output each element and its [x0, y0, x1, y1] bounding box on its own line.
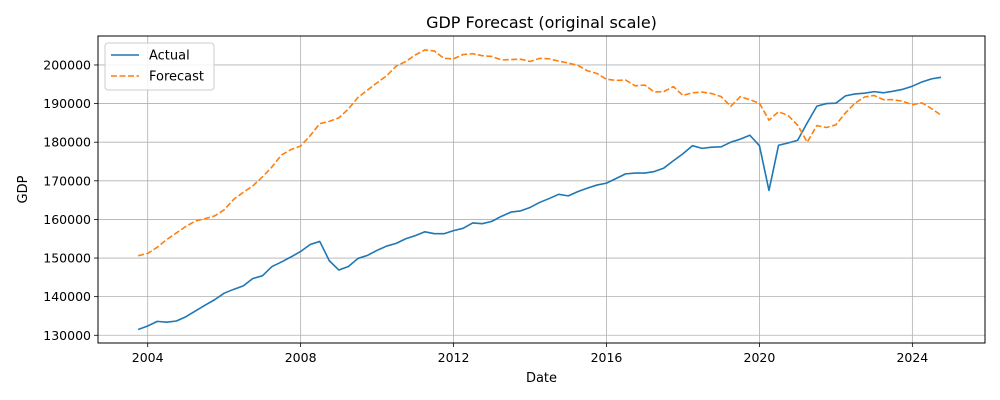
y-axis-label: GDP [16, 175, 31, 203]
y-tick-label: 180000 [43, 135, 91, 150]
y-tick-label: 140000 [43, 289, 91, 304]
x-axis-ticks: 2004 2008 2012 2016 2020 2024 [132, 343, 928, 365]
x-axis-label: Date [526, 371, 557, 386]
series-layer [137, 49, 942, 331]
y-tick-label: 190000 [43, 96, 91, 111]
x-tick-label: 2008 [285, 350, 317, 365]
legend-label-forecast: Forecast [149, 70, 204, 85]
y-tick-label: 130000 [43, 328, 91, 343]
legend-label-actual: Actual [149, 49, 190, 64]
x-tick-label: 2004 [132, 350, 164, 365]
x-tick-label: 2016 [591, 350, 623, 365]
series-line-actual [137, 76, 942, 331]
y-axis-ticks: 130000 140000 150000 160000 170000 180000 1900… [43, 57, 98, 343]
grid [98, 36, 985, 343]
y-tick-label: 200000 [43, 57, 91, 72]
x-tick-label: 2012 [438, 350, 470, 365]
x-tick-label: 2024 [896, 350, 928, 365]
series-line-forecast [137, 49, 942, 257]
y-tick-label: 170000 [43, 173, 91, 188]
y-tick-label: 150000 [43, 251, 91, 266]
legend: Actual Forecast [104, 42, 215, 91]
y-tick-label: 160000 [43, 212, 91, 227]
chart-title: GDP Forecast (original scale) [426, 13, 657, 32]
x-tick-label: 2020 [744, 350, 776, 365]
plot-frame [97, 35, 986, 344]
